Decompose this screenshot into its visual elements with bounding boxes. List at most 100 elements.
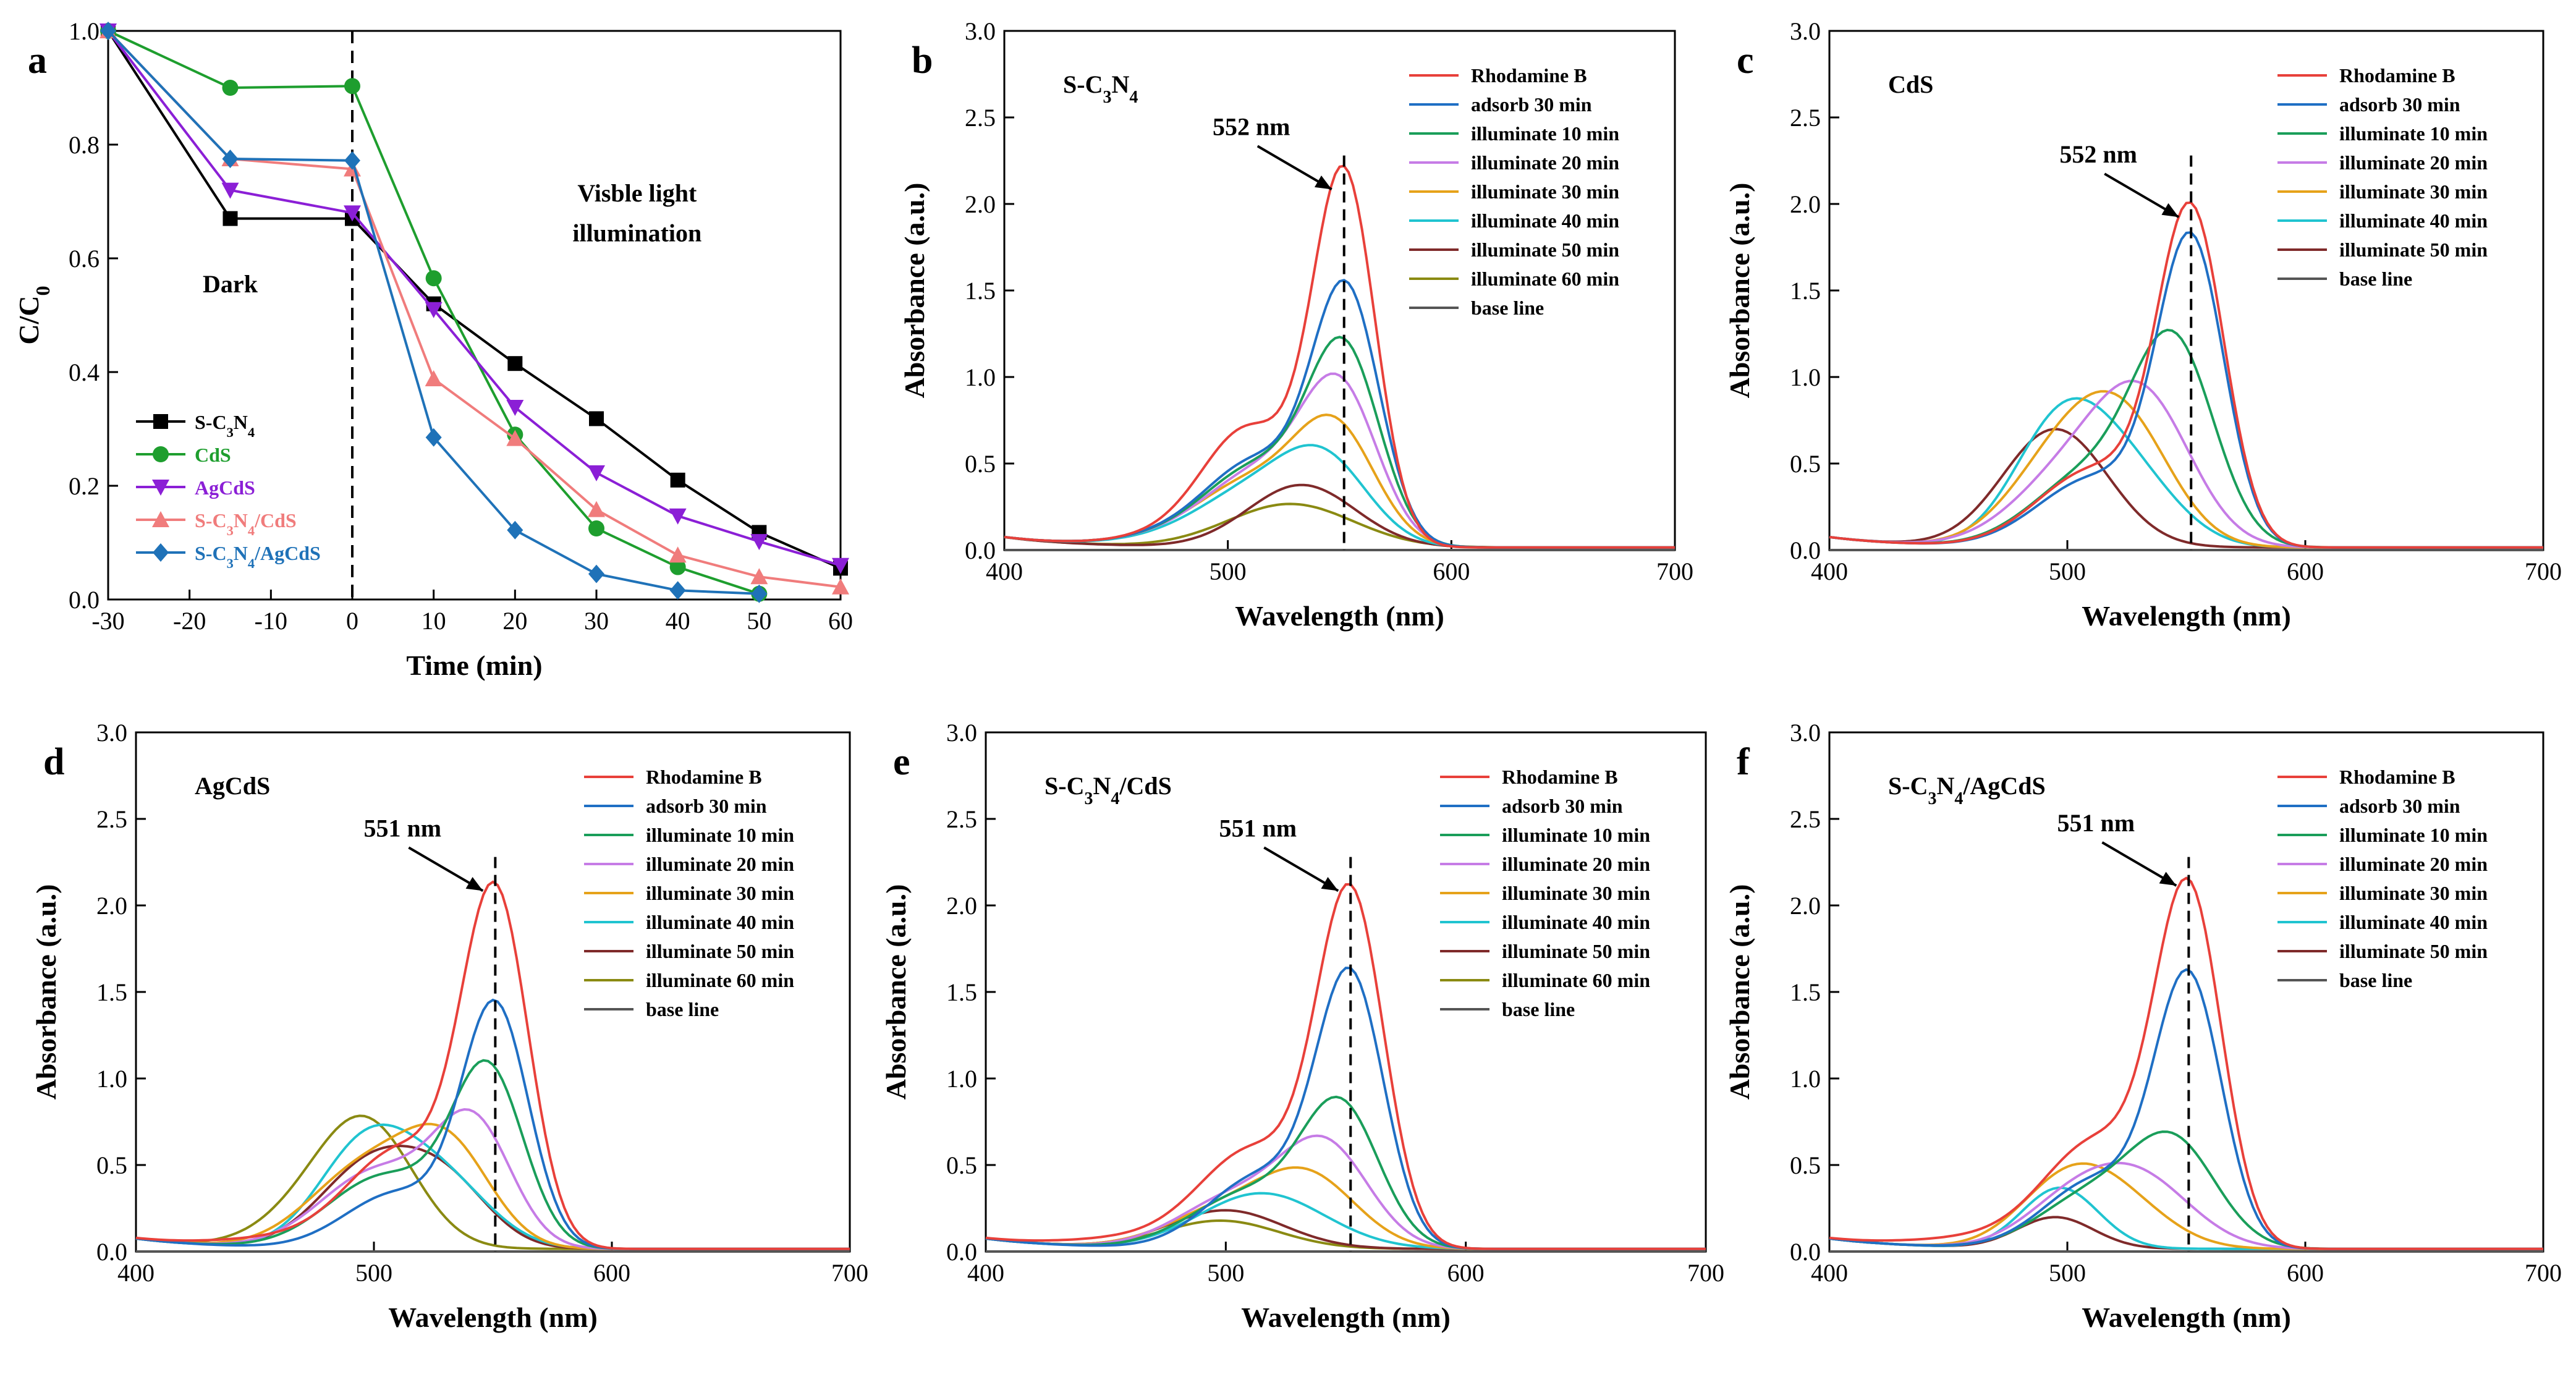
- legend-label: Rhodamine B: [2339, 64, 2455, 87]
- legend-label: illuminate 50 min: [2339, 940, 2488, 962]
- data-point-scnagcds: [425, 428, 442, 447]
- legend-label: illuminate 20 min: [2339, 853, 2488, 875]
- y-tick-label: 3.0: [96, 719, 127, 747]
- y-tick-label: 3.0: [1790, 719, 1821, 747]
- y-tick-label: 2.5: [1790, 805, 1821, 833]
- y-tick-label: 0.0: [96, 1238, 127, 1266]
- spectrum-rhodamine: [985, 883, 1706, 1250]
- y-tick-label: 0.6: [69, 245, 100, 273]
- x-tick-label: 30: [584, 607, 609, 635]
- peak-arrow-head: [1321, 876, 1339, 891]
- x-tick-label: 700: [831, 1259, 868, 1287]
- x-tick-label: 500: [2049, 557, 2086, 585]
- text-part: S-C: [1044, 772, 1084, 800]
- y-tick-label: 2.0: [965, 190, 996, 218]
- text-part: CdS: [195, 444, 231, 466]
- data-point-agcds: [750, 534, 768, 551]
- legend-label: illuminate 20 min: [646, 853, 794, 875]
- x-axis-title: Wavelength (nm): [1235, 600, 1444, 632]
- chart-panel-a: a-30 -20 -10 0 10 20 30 40 50 600.00.20.40.60.81.…: [13, 17, 853, 681]
- spectrum-i40: [985, 1192, 1706, 1250]
- spectrum-i20: [135, 1108, 850, 1250]
- text-part: N: [234, 411, 248, 433]
- series-line-cds: [108, 30, 760, 595]
- x-tick-label: 600: [1447, 1259, 1485, 1287]
- y-tick-label: 2.0: [946, 892, 977, 920]
- legend-label: illuminate 20 min: [1471, 151, 1619, 174]
- y-tick-label: 0.0: [965, 536, 996, 564]
- legend-label: Rhodamine B: [2339, 766, 2455, 788]
- legend-label: S-C3N4: [195, 411, 255, 440]
- data-point-scncds: [425, 370, 443, 387]
- y-tick-label: 0.5: [965, 450, 996, 478]
- peak-label: 551 nm: [1219, 814, 1297, 842]
- x-tick-label: 700: [2525, 1259, 2562, 1287]
- y-tick-label: 2.0: [1790, 190, 1821, 218]
- y-tick-label: 0.0: [946, 1238, 977, 1266]
- subscript: 4: [1954, 789, 1963, 808]
- legend-label: Rhodamine B: [1502, 766, 1618, 788]
- text-part: S-C: [195, 509, 227, 532]
- text-part: S-C: [1888, 772, 1928, 800]
- y-axis-title: Absorbance (a.u.): [30, 884, 62, 1100]
- legend-label: illuminate 60 min: [1502, 969, 1650, 991]
- x-tick-label: 600: [2287, 557, 2324, 585]
- panel-letter: d: [43, 741, 64, 783]
- x-tick-label: 500: [1207, 1259, 1244, 1287]
- legend-label: illuminate 60 min: [1471, 268, 1619, 290]
- legend-label: illuminate 30 min: [1502, 882, 1650, 904]
- spectrum-i10: [135, 1059, 850, 1250]
- spectrum-i10: [1829, 328, 2543, 549]
- x-axis-title: Wavelength (nm): [2082, 1302, 2291, 1333]
- x-axis-title: Wavelength (nm): [2082, 600, 2291, 632]
- legend-label: illuminate 40 min: [646, 911, 794, 933]
- y-tick-label: 2.5: [946, 805, 977, 833]
- data-point-scncds: [506, 430, 524, 446]
- text-part: CdS: [1888, 70, 1933, 98]
- data-point-agcds: [506, 400, 524, 417]
- legend-label: illuminate 40 min: [2339, 911, 2488, 933]
- text-part: /CdS: [254, 509, 297, 532]
- x-tick-label: 500: [1210, 557, 1247, 585]
- y-tick-label: 3.0: [965, 17, 996, 45]
- legend-label: illuminate 10 min: [2339, 122, 2488, 145]
- legend-label: base line: [646, 998, 719, 1020]
- subscript: 4: [248, 556, 255, 571]
- legend-label: adsorb 30 min: [2339, 93, 2460, 116]
- text-part: /AgCdS: [1962, 772, 2045, 800]
- legend-label: adsorb 30 min: [2339, 795, 2460, 817]
- legend-label: illuminate 20 min: [2339, 151, 2488, 174]
- legend-label: Rhodamine B: [646, 766, 762, 788]
- legend-marker: [153, 414, 168, 429]
- legend-label: illuminate 30 min: [2339, 180, 2488, 203]
- data-point-scnagcds: [344, 151, 360, 170]
- y-tick-label: 0.5: [96, 1151, 127, 1179]
- peak-label: 552 nm: [1213, 112, 1290, 140]
- y-tick-label: 1.5: [1790, 277, 1821, 305]
- subscript: 3: [1928, 789, 1936, 808]
- y-tick-label: 1.0: [946, 1065, 977, 1093]
- y-tick-label: 1.5: [96, 978, 127, 1006]
- data-point-cds: [669, 559, 686, 575]
- x-tick-label: 400: [1811, 1259, 1848, 1287]
- y-axis-title: Absorbance (a.u.): [1724, 183, 1755, 399]
- data-point-cds: [344, 78, 360, 95]
- y-tick-label: 1.5: [946, 978, 977, 1006]
- spectrum-i40: [1004, 444, 1675, 549]
- subscript: 4: [248, 425, 255, 440]
- y-axis-title: Absorbance (a.u.): [899, 183, 930, 399]
- x-axis-title: Wavelength (nm): [388, 1302, 598, 1333]
- y-tick-label: 0.2: [69, 472, 100, 500]
- annotation-visible: Visble light: [577, 179, 697, 207]
- spectrum-i50: [135, 1144, 850, 1250]
- text-part: N: [1093, 772, 1111, 800]
- annotation-illumination: illumination: [572, 219, 701, 247]
- x-tick-label: 700: [1687, 1259, 1724, 1287]
- data-point-agcds: [425, 302, 443, 318]
- legend-label: AgCdS: [195, 477, 255, 499]
- spectrum-i30: [1829, 390, 2543, 549]
- sample-name: S-C3N4/AgCdS: [1888, 772, 2046, 808]
- legend-label: illuminate 30 min: [2339, 882, 2488, 904]
- data-point-scn: [507, 356, 523, 371]
- data-point-scncds: [669, 546, 687, 563]
